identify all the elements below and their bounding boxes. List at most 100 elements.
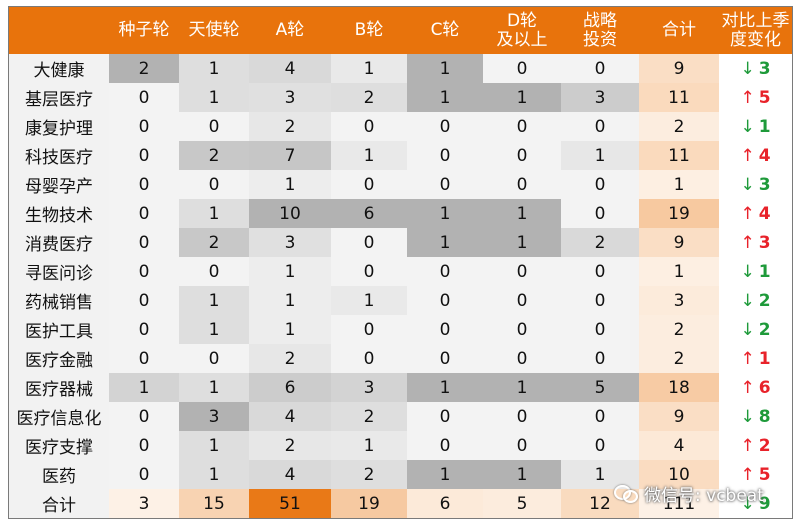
value-cell: 0 bbox=[561, 402, 639, 431]
funding-rounds-table: 种子轮 天使轮 A轮 B轮 C轮 D轮 及以上 战略 投资 合计 对比上季 度变化 大健康 2 1 4 1 1 0… bbox=[9, 7, 792, 518]
column-header-text: D轮 bbox=[506, 10, 538, 31]
value-cell: 2 bbox=[109, 54, 179, 83]
arrow-up-icon: ↑ bbox=[740, 464, 755, 485]
table-row: 医护工具 0 1 1 0 0 0 0 2 ↓ 2 bbox=[9, 315, 792, 344]
row-label: 基层医疗 bbox=[9, 83, 109, 112]
value-cell: 0 bbox=[179, 170, 249, 199]
change-cell: ↑ 1 bbox=[719, 344, 792, 373]
column-header-text: A轮 bbox=[275, 20, 305, 40]
value-cell: 3 bbox=[561, 83, 639, 112]
value-cell: 0 bbox=[109, 431, 179, 460]
value-cell: 1 bbox=[331, 141, 407, 170]
value-cell: 0 bbox=[109, 228, 179, 257]
value-cell: 3 bbox=[109, 489, 179, 518]
value-cell: 0 bbox=[483, 315, 561, 344]
value-cell: 0 bbox=[407, 431, 483, 460]
column-header: B轮 bbox=[331, 7, 407, 54]
value-cell: 0 bbox=[331, 257, 407, 286]
value-cell: 0 bbox=[483, 257, 561, 286]
value-cell: 0 bbox=[109, 402, 179, 431]
value-cell: 3 bbox=[179, 402, 249, 431]
value-cell: 0 bbox=[109, 141, 179, 170]
value-cell: 1 bbox=[179, 199, 249, 228]
value-cell: 0 bbox=[109, 344, 179, 373]
table-row: 医疗器械 1 1 6 3 1 1 5 18 ↑ 6 bbox=[9, 373, 792, 402]
change-value: 5 bbox=[758, 87, 771, 108]
row-label: 科技医疗 bbox=[9, 141, 109, 170]
change-value: 8 bbox=[758, 406, 771, 427]
value-cell: 1 bbox=[179, 83, 249, 112]
value-cell: 0 bbox=[561, 257, 639, 286]
column-header-text: B轮 bbox=[354, 20, 384, 40]
value-cell: 1 bbox=[249, 315, 331, 344]
change-cell: ↑ 4 bbox=[719, 141, 792, 170]
table-row: 医疗信息化 0 3 4 2 0 0 0 9 ↓ 8 bbox=[9, 402, 792, 431]
value-cell: 0 bbox=[561, 54, 639, 83]
table-row: 母婴孕产 0 0 1 0 0 0 0 1 ↓ 3 bbox=[9, 170, 792, 199]
value-cell: 1 bbox=[483, 228, 561, 257]
value-cell: 1 bbox=[561, 141, 639, 170]
watermark: 微信号: vcbeat bbox=[614, 478, 764, 508]
value-cell: 1 bbox=[331, 431, 407, 460]
value-cell: 3 bbox=[249, 83, 331, 112]
table-row: 康复护理 0 0 2 0 0 0 0 2 ↓ 1 bbox=[9, 112, 792, 141]
value-cell: 0 bbox=[179, 112, 249, 141]
change-value: 3 bbox=[758, 58, 771, 79]
table-row: 消费医疗 0 2 3 0 1 1 2 9 ↑ 3 bbox=[9, 228, 792, 257]
value-cell: 3 bbox=[331, 373, 407, 402]
table-row: 药械销售 0 1 1 1 0 0 0 3 ↓ 2 bbox=[9, 286, 792, 315]
table-row: 医药 0 1 4 2 1 1 1 10 ↑ 5 bbox=[9, 460, 792, 489]
total-cell: 2 bbox=[639, 344, 719, 373]
arrow-up-icon: ↑ bbox=[740, 87, 755, 108]
value-cell: 1 bbox=[407, 228, 483, 257]
value-cell: 2 bbox=[179, 228, 249, 257]
total-cell: 18 bbox=[639, 373, 719, 402]
change-cell: ↓ 1 bbox=[719, 112, 792, 141]
value-cell: 0 bbox=[561, 431, 639, 460]
value-cell: 0 bbox=[407, 402, 483, 431]
total-cell: 2 bbox=[639, 112, 719, 141]
arrow-up-icon: ↑ bbox=[740, 348, 755, 369]
arrow-down-icon: ↓ bbox=[740, 319, 755, 340]
value-cell: 1 bbox=[179, 460, 249, 489]
column-header-text: 战略 bbox=[583, 10, 617, 31]
value-cell: 1 bbox=[179, 54, 249, 83]
value-cell: 0 bbox=[331, 112, 407, 141]
value-cell: 0 bbox=[561, 170, 639, 199]
value-cell: 1 bbox=[179, 315, 249, 344]
value-cell: 0 bbox=[407, 286, 483, 315]
value-cell: 0 bbox=[331, 170, 407, 199]
value-cell: 0 bbox=[331, 228, 407, 257]
value-cell: 4 bbox=[249, 54, 331, 83]
value-cell: 0 bbox=[561, 315, 639, 344]
column-header-text: 天使轮 bbox=[188, 20, 240, 40]
watermark-text: 微信号: vcbeat bbox=[644, 485, 764, 506]
total-cell: 19 bbox=[639, 199, 719, 228]
value-cell: 0 bbox=[483, 344, 561, 373]
total-cell: 11 bbox=[639, 141, 719, 170]
total-cell: 3 bbox=[639, 286, 719, 315]
header-corner bbox=[9, 7, 109, 54]
value-cell: 1 bbox=[483, 460, 561, 489]
change-value: 1 bbox=[758, 348, 771, 369]
value-cell: 1 bbox=[407, 199, 483, 228]
value-cell: 1 bbox=[179, 431, 249, 460]
total-cell: 11 bbox=[639, 83, 719, 112]
value-cell: 0 bbox=[109, 257, 179, 286]
value-cell: 0 bbox=[109, 112, 179, 141]
funding-table-wrapper: 种子轮 天使轮 A轮 B轮 C轮 D轮 及以上 战略 投资 合计 对比上季 度变化 大健康 2 1 4 1 1 0… bbox=[8, 6, 793, 519]
value-cell: 1 bbox=[407, 373, 483, 402]
change-cell: ↓ 9 bbox=[719, 489, 792, 518]
change-value: 3 bbox=[758, 174, 771, 195]
arrow-up-icon: ↑ bbox=[740, 232, 755, 253]
value-cell: 1 bbox=[249, 286, 331, 315]
change-cell: ↑ 3 bbox=[719, 228, 792, 257]
value-cell: 0 bbox=[483, 402, 561, 431]
value-cell: 0 bbox=[407, 344, 483, 373]
value-cell: 1 bbox=[407, 460, 483, 489]
table-row: 医疗金融 0 0 2 0 0 0 0 2 ↑ 1 bbox=[9, 344, 792, 373]
total-cell: 9 bbox=[639, 228, 719, 257]
value-cell: 2 bbox=[249, 344, 331, 373]
arrow-down-icon: ↓ bbox=[740, 493, 755, 514]
row-label: 医疗金融 bbox=[9, 344, 109, 373]
